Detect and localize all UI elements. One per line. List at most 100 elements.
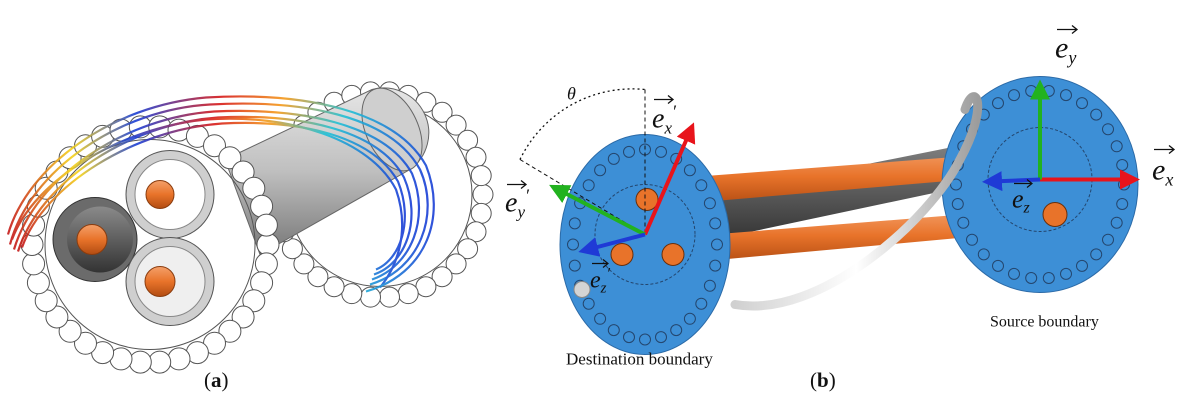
armour-wire	[594, 312, 607, 325]
armour-wire	[457, 238, 479, 260]
armour-wire	[242, 289, 266, 313]
label-ey: ey	[1055, 24, 1079, 68]
armour-wire	[1102, 123, 1114, 136]
angle-arc	[519, 88, 646, 160]
armour-wire	[457, 129, 479, 151]
armour-wire	[695, 179, 708, 192]
armour-wire	[1102, 233, 1114, 246]
armour-wire	[977, 248, 990, 261]
armour-wire	[1008, 89, 1020, 102]
armour-wire	[951, 198, 964, 210]
armour-wire	[594, 164, 607, 177]
armour-wire	[703, 197, 716, 210]
panel-a-cable-field-lines	[6, 81, 494, 374]
armour-wire	[1042, 272, 1055, 284]
ez-arrow	[982, 171, 1041, 192]
label-ez: ez	[1012, 179, 1033, 217]
armour-wire	[695, 297, 708, 310]
svg-text:ey′: ey′	[505, 186, 530, 222]
armour-wire	[1060, 267, 1072, 280]
armour-wire	[709, 259, 722, 272]
armour-wire	[582, 179, 595, 192]
armour-wire-arc	[730, 92, 983, 311]
armour-wire	[703, 279, 716, 292]
armour-wire	[341, 283, 363, 305]
armour-wire	[218, 319, 242, 343]
armour-wire	[607, 324, 620, 337]
armour-wire	[397, 283, 419, 305]
armour-wire	[167, 347, 191, 371]
armour-wire	[568, 217, 581, 230]
armour-wire	[709, 217, 722, 230]
armour-wire	[281, 238, 303, 260]
armour-wire	[623, 145, 635, 158]
armour-wire	[568, 259, 581, 272]
armour-wire	[623, 331, 635, 344]
armour-wire	[1110, 140, 1123, 153]
armour-wire	[231, 305, 255, 329]
armour-wire	[218, 146, 242, 170]
armour-wire	[1110, 216, 1123, 229]
armour-wire	[307, 266, 329, 288]
armour-wire	[58, 319, 82, 343]
armour-wire	[1076, 97, 1088, 110]
armour-wire	[148, 350, 172, 374]
armour-wire	[472, 184, 494, 205]
armour-wire	[966, 233, 978, 246]
armour-wire	[379, 286, 400, 308]
label-ex-prime: ex′	[652, 94, 677, 138]
svg-text:ey: ey	[1055, 32, 1076, 68]
armour-wire	[1076, 259, 1088, 272]
svg-text:ez′: ez′	[590, 266, 611, 297]
armour-wire	[74, 331, 97, 355]
armour-wire	[1116, 198, 1129, 210]
conductor-top	[125, 150, 215, 239]
armour-wire	[1060, 89, 1072, 102]
armour-wire	[254, 252, 278, 276]
label-ex: ex	[1152, 144, 1176, 190]
armour-wire	[250, 194, 274, 218]
caption-a: (a)	[204, 368, 229, 392]
caption-b: (b)	[810, 368, 836, 392]
armour-wire	[607, 152, 620, 165]
panel-b-boundaries: θ ex′ ey′ ez′ ex ey	[505, 24, 1176, 369]
armour-wire	[639, 333, 651, 346]
armour-wire	[431, 266, 453, 288]
angle-label: θ	[567, 84, 576, 104]
armour-wire	[1090, 248, 1103, 261]
armour-wire	[1025, 272, 1038, 284]
label-ez-prime: ez′	[590, 259, 611, 297]
conductor-bottom	[125, 237, 215, 326]
svg-text:ex′: ex′	[652, 102, 677, 138]
armour-wire	[465, 146, 487, 168]
ez-prime-arrow	[578, 232, 646, 257]
armour-wire	[415, 276, 437, 298]
armour-wire	[957, 216, 970, 229]
armour-wire	[1008, 267, 1020, 280]
armour-wire	[582, 297, 595, 310]
source-boundary-label: Source boundary	[990, 314, 1099, 331]
armour-wire	[655, 331, 667, 344]
armour-wire	[470, 202, 492, 224]
armour-wire	[950, 178, 962, 191]
armour-wire	[655, 145, 667, 158]
armour-wire	[1090, 108, 1103, 121]
armour-wire	[203, 134, 226, 158]
armour-wire	[445, 253, 467, 275]
armour-wire	[445, 114, 467, 136]
ey-prime-arrow	[549, 184, 646, 237]
armour-wire	[992, 97, 1004, 110]
armour-wire	[254, 213, 278, 237]
svg-text:ex: ex	[1152, 154, 1173, 190]
armour-wire	[45, 305, 69, 329]
conductor-left	[52, 197, 138, 282]
armour-wire	[711, 238, 723, 251]
armour-wire	[470, 165, 492, 187]
armour-wire	[670, 324, 683, 337]
ex-prime-arrow	[643, 122, 696, 236]
armour-wire	[683, 312, 696, 325]
armour-wire	[26, 271, 50, 295]
destination-boundary-label: Destination boundary	[566, 350, 713, 369]
armour-wire	[465, 221, 487, 243]
